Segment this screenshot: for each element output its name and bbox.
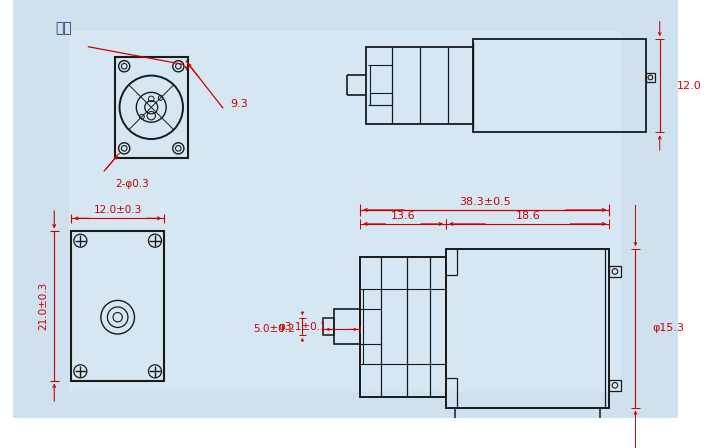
- Text: φ15.3: φ15.3: [652, 323, 684, 333]
- Text: 18.6: 18.6: [515, 211, 540, 220]
- Bar: [369, 93, 392, 105]
- Text: 13.6: 13.6: [391, 211, 416, 220]
- Text: φ3.1±0.1: φ3.1±0.1: [278, 323, 327, 332]
- Text: 12.0: 12.0: [677, 81, 702, 91]
- Bar: [69, 31, 620, 390]
- Text: 5.0±0.2: 5.0±0.2: [253, 324, 295, 334]
- Bar: [446, 249, 610, 408]
- Bar: [473, 39, 646, 133]
- Text: 9.3: 9.3: [230, 99, 248, 108]
- Bar: [456, 408, 600, 425]
- Bar: [115, 57, 188, 158]
- Text: 2-φ0.3: 2-φ0.3: [115, 179, 148, 189]
- Bar: [646, 73, 655, 82]
- Bar: [366, 47, 473, 124]
- Bar: [610, 380, 620, 391]
- Text: 38.3±0.5: 38.3±0.5: [459, 197, 511, 207]
- Bar: [334, 309, 360, 344]
- Text: 正极: 正极: [55, 22, 72, 35]
- Bar: [71, 231, 164, 381]
- Text: 12.0±0.3: 12.0±0.3: [93, 205, 142, 215]
- Bar: [360, 257, 446, 396]
- Bar: [323, 318, 334, 335]
- Text: 21.0±0.3: 21.0±0.3: [38, 282, 48, 330]
- Bar: [610, 266, 620, 277]
